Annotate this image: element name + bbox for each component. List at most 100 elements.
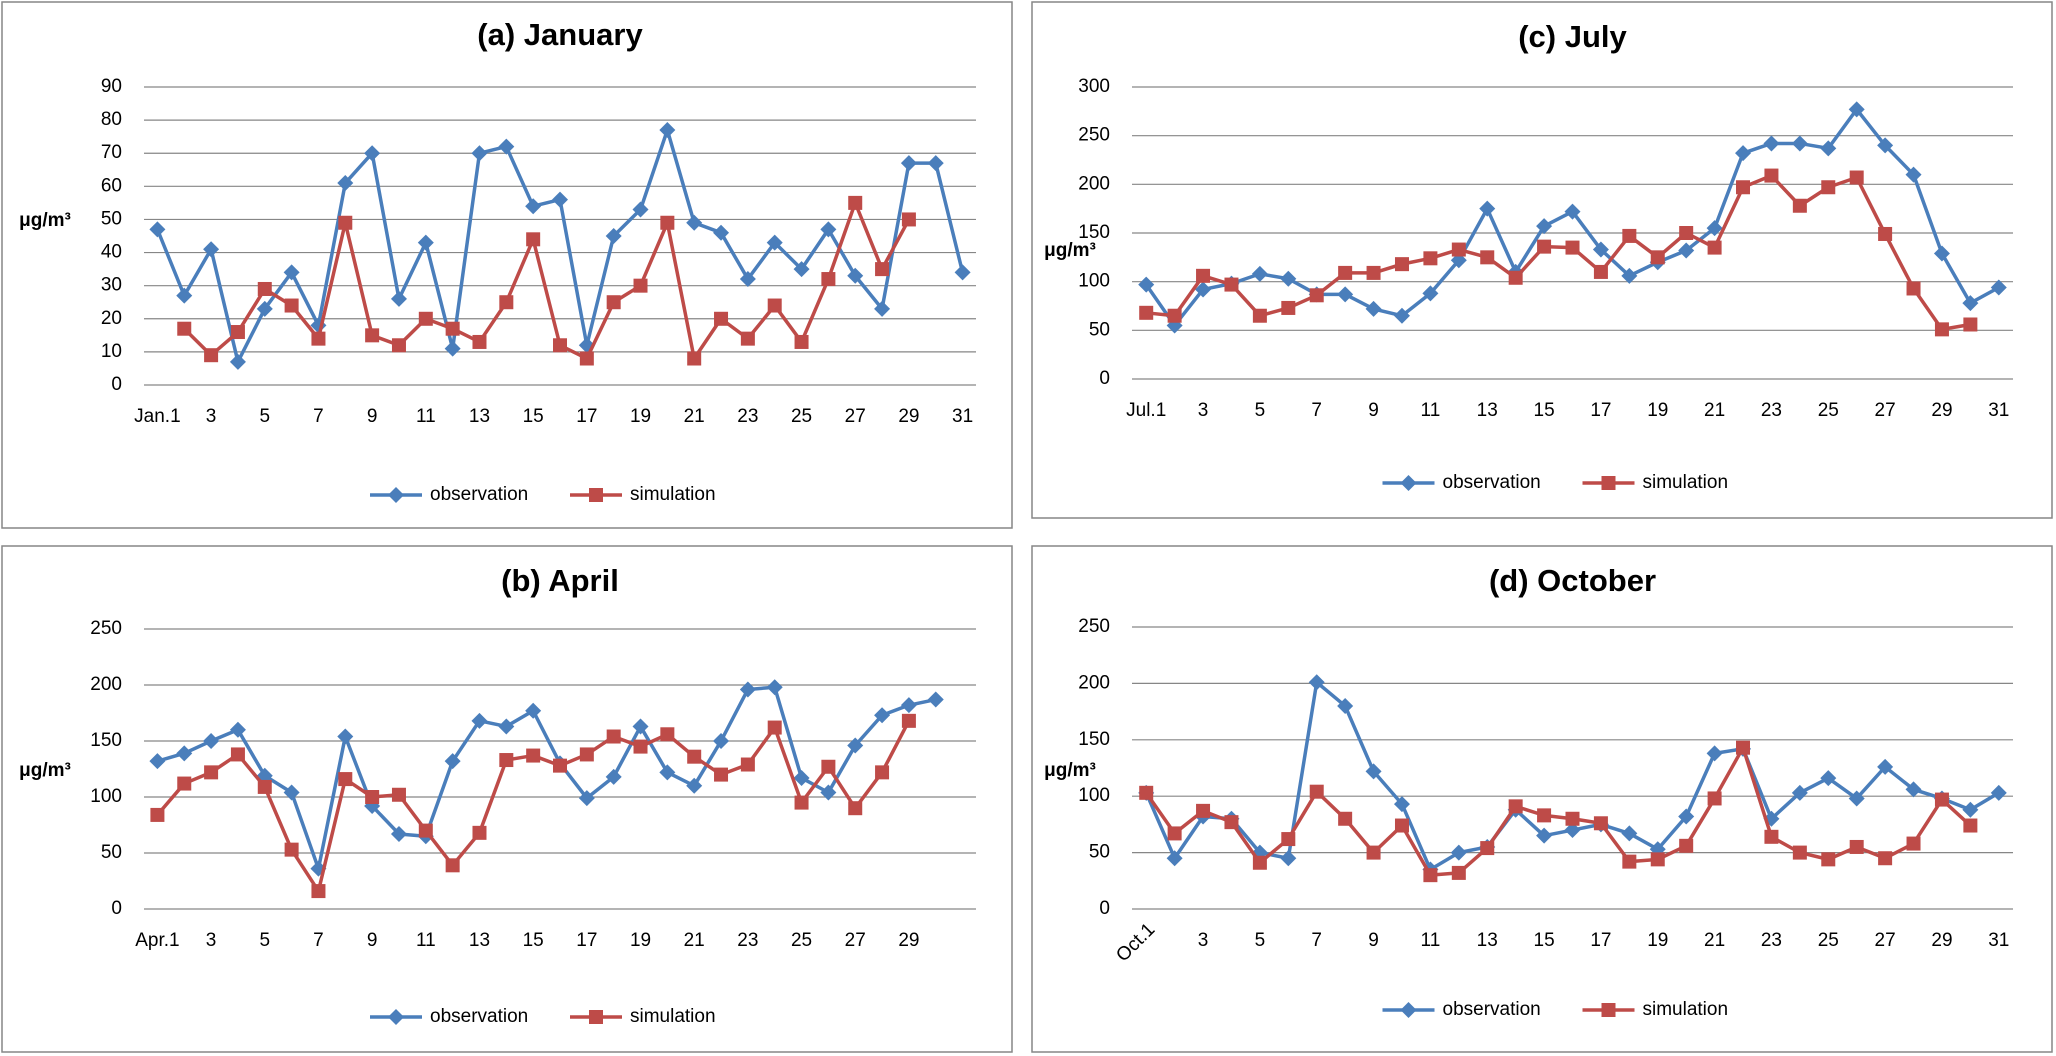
marker (1394, 257, 1409, 272)
marker (900, 697, 917, 714)
marker (1252, 855, 1267, 870)
x-tick-label: 31 (952, 406, 973, 427)
marker (1821, 180, 1836, 195)
marker (1764, 168, 1779, 183)
marker (847, 737, 864, 754)
marker (874, 300, 891, 317)
marker (1196, 803, 1211, 818)
x-tick-label: 9 (1368, 400, 1379, 421)
marker (1736, 740, 1751, 755)
y-tick-label: 200 (1078, 173, 1110, 194)
marker (1139, 785, 1154, 800)
x-tick-label: 31 (1988, 400, 2009, 421)
legend-marker (1601, 1003, 1616, 1017)
x-tick-label: 21 (1704, 400, 1725, 421)
marker (1537, 239, 1552, 254)
marker (578, 790, 595, 807)
y-tick-label: 30 (101, 275, 122, 296)
marker (390, 825, 407, 842)
legend-marker (589, 1010, 603, 1024)
marker (1338, 811, 1353, 826)
marker (1196, 268, 1211, 283)
marker (1195, 281, 1212, 298)
marker (149, 221, 166, 238)
x-tick-label: 23 (737, 406, 758, 427)
y-tick-label: 10 (101, 341, 122, 362)
marker (901, 212, 916, 227)
x-tick-label: 25 (1818, 400, 1839, 421)
marker (1365, 763, 1382, 780)
y-tick-label: 50 (101, 208, 122, 229)
marker (821, 759, 836, 774)
x-tick-label: 13 (1477, 400, 1498, 421)
legend-label: simulation (630, 1006, 716, 1027)
marker (901, 713, 916, 728)
marker (1281, 832, 1296, 847)
y-tick-label: 100 (1078, 785, 1110, 806)
marker (1679, 226, 1694, 240)
marker (1678, 242, 1695, 259)
x-tick-label: 25 (791, 930, 812, 951)
marker (525, 198, 542, 215)
x-tick-label: 19 (1647, 400, 1668, 421)
marker (1565, 240, 1580, 255)
x-tick-label: 21 (684, 406, 705, 427)
marker (1877, 137, 1894, 154)
marker (1479, 200, 1496, 217)
marker (1878, 226, 1893, 241)
marker (391, 338, 406, 353)
marker (900, 155, 917, 172)
y-tick-label: 300 (1078, 76, 1110, 97)
x-tick-label: Jul.1 (1126, 400, 1166, 421)
y-tick-label: 250 (1078, 616, 1110, 637)
marker (418, 823, 433, 838)
marker (1423, 251, 1438, 266)
marker (1820, 770, 1837, 787)
marker (1564, 822, 1581, 839)
y-tick-label: 50 (101, 842, 122, 863)
y-tick-label: 100 (90, 786, 122, 807)
chart-title: (a) January (477, 17, 643, 52)
x-tick-label: 29 (898, 406, 919, 427)
x-tick-label: Apr.1 (135, 930, 179, 951)
x-tick-label: 29 (1931, 400, 1952, 421)
marker (686, 214, 703, 231)
x-tick-label: 25 (1818, 930, 1839, 951)
marker (1309, 288, 1324, 303)
x-tick-label: 31 (1988, 930, 2009, 951)
marker (472, 334, 487, 349)
marker (1394, 818, 1409, 833)
legend-label: observation (1443, 999, 1541, 1020)
marker (714, 767, 729, 782)
marker (1791, 784, 1808, 801)
marker (471, 145, 488, 162)
marker (1167, 826, 1182, 841)
marker (1480, 841, 1495, 856)
legend-marker (1601, 476, 1616, 490)
marker (1848, 790, 1865, 807)
marker (553, 338, 567, 353)
marker (579, 747, 594, 762)
marker (1706, 745, 1723, 762)
x-tick-label: 9 (367, 930, 378, 951)
x-tick-label: 19 (630, 406, 651, 427)
marker (553, 758, 567, 773)
marker (257, 281, 272, 296)
marker (204, 348, 219, 363)
marker (713, 733, 730, 749)
series-line (183, 201, 911, 361)
marker (1423, 868, 1438, 883)
marker (365, 328, 380, 343)
marker (1280, 270, 1297, 287)
x-tick-label: 13 (469, 930, 490, 951)
x-tick-label: 9 (367, 406, 378, 427)
marker (794, 334, 809, 349)
marker (766, 679, 783, 696)
marker (1224, 277, 1239, 292)
marker (847, 267, 864, 284)
marker (444, 340, 461, 357)
chart-title: (c) July (1518, 19, 1627, 54)
marker (203, 241, 220, 258)
marker (1763, 135, 1780, 152)
